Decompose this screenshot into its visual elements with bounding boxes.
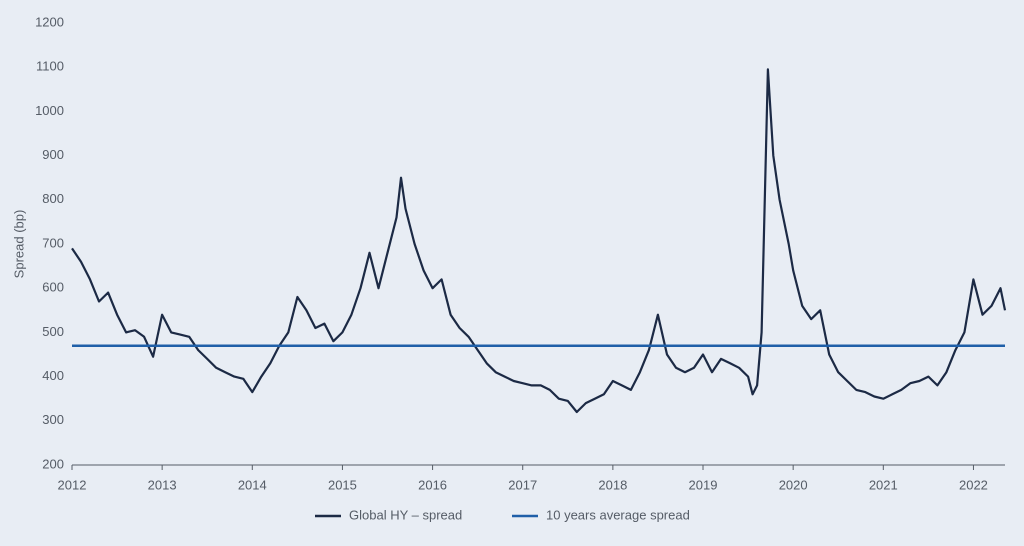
x-tick-label: 2013: [148, 477, 177, 492]
x-tick-label: 2015: [328, 477, 357, 492]
x-tick-label: 2012: [58, 477, 87, 492]
y-tick-label: 300: [42, 412, 64, 427]
y-axis-label: Spread (bp): [11, 210, 26, 279]
y-tick-label: 200: [42, 456, 64, 471]
y-tick-label: 1000: [35, 103, 64, 118]
y-tick-label: 1200: [35, 14, 64, 29]
y-tick-label: 1100: [36, 59, 64, 74]
x-tick-label: 2021: [869, 477, 898, 492]
x-tick-label: 2022: [959, 477, 988, 492]
y-tick-label: 900: [42, 147, 64, 162]
x-tick-label: 2019: [689, 477, 718, 492]
y-tick-label: 400: [42, 368, 64, 383]
legend-label: 10 years average spread: [546, 507, 690, 522]
x-tick-label: 2020: [779, 477, 808, 492]
x-tick-label: 2016: [418, 477, 447, 492]
y-tick-label: 800: [42, 191, 64, 206]
x-tick-label: 2014: [238, 477, 267, 492]
series-line: [71, 68, 1007, 414]
x-tick-label: 2018: [598, 477, 627, 492]
y-tick-label: 500: [42, 324, 64, 339]
y-tick-label: 700: [42, 235, 64, 250]
x-tick-label: 2017: [508, 477, 537, 492]
y-tick-label: 600: [42, 280, 64, 295]
legend-label: Global HY – spread: [349, 507, 462, 522]
